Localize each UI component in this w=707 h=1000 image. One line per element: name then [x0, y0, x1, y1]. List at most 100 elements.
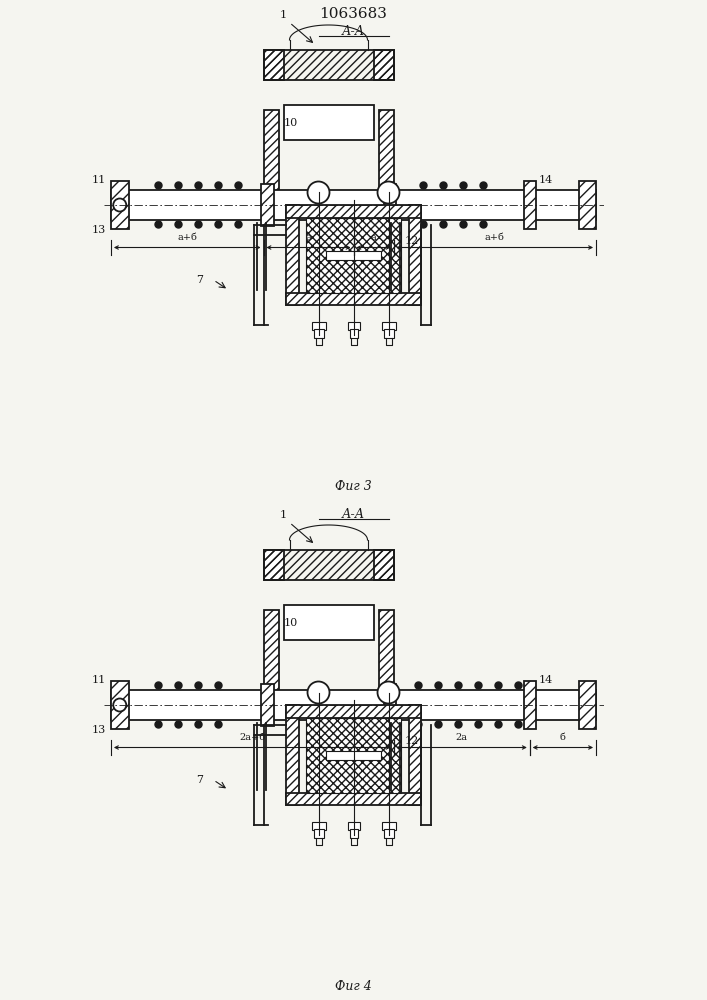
Circle shape	[460, 182, 467, 189]
Text: 11: 11	[92, 675, 106, 685]
Bar	[373, 50, 394, 80]
Circle shape	[435, 682, 442, 689]
Text: 10: 10	[284, 617, 298, 628]
Text: 13: 13	[92, 225, 106, 235]
Bar	[348, 822, 359, 830]
Bar	[286, 705, 421, 717]
Bar	[286, 792, 421, 805]
Bar	[264, 50, 394, 80]
Bar	[373, 50, 394, 80]
Text: Фиг 4: Фиг 4	[335, 980, 372, 992]
Bar	[264, 50, 394, 80]
Text: 2a: 2a	[455, 732, 467, 742]
Bar	[349, 829, 358, 838]
Bar	[264, 550, 394, 580]
Bar	[286, 292, 421, 305]
Text: 2a+б: 2a+б	[239, 732, 265, 742]
Circle shape	[480, 182, 487, 189]
Bar	[306, 717, 401, 792]
Circle shape	[195, 682, 202, 689]
Circle shape	[155, 682, 162, 689]
Bar	[286, 205, 298, 305]
Bar	[312, 822, 325, 830]
Bar	[264, 110, 279, 195]
Circle shape	[455, 721, 462, 728]
Circle shape	[415, 682, 422, 689]
Bar	[111, 690, 596, 720]
Bar	[383, 829, 394, 838]
Bar	[409, 705, 421, 805]
Bar	[409, 205, 421, 305]
Bar	[111, 681, 129, 729]
Circle shape	[435, 721, 442, 728]
Bar	[378, 110, 394, 195]
Circle shape	[495, 682, 502, 689]
Circle shape	[415, 721, 422, 728]
Bar	[383, 184, 396, 226]
Bar	[578, 181, 596, 229]
Circle shape	[113, 698, 127, 711]
Text: А-А: А-А	[342, 508, 365, 520]
Circle shape	[195, 182, 202, 189]
Circle shape	[378, 682, 399, 704]
Bar	[261, 684, 274, 726]
Text: 7: 7	[197, 275, 204, 285]
Text: 11: 11	[92, 175, 106, 185]
Circle shape	[455, 682, 462, 689]
Bar	[286, 205, 421, 218]
Bar	[523, 181, 536, 229]
Circle shape	[215, 721, 222, 728]
Bar	[382, 822, 395, 830]
Text: a: a	[370, 232, 376, 241]
Circle shape	[113, 198, 127, 212]
Bar	[264, 50, 284, 80]
Text: 1: 1	[279, 510, 286, 520]
Bar	[286, 292, 421, 305]
Bar	[286, 705, 298, 805]
Circle shape	[378, 182, 399, 204]
Bar	[523, 681, 536, 729]
Text: a+б: a+б	[177, 232, 197, 241]
Text: А-А: А-А	[342, 25, 365, 38]
Circle shape	[420, 221, 427, 228]
Circle shape	[440, 182, 447, 189]
Text: 7: 7	[197, 775, 204, 785]
Circle shape	[515, 682, 522, 689]
Bar	[286, 705, 421, 717]
Bar	[261, 684, 274, 726]
Text: 14: 14	[539, 175, 553, 185]
Text: 10: 10	[284, 117, 298, 127]
Bar	[261, 184, 274, 226]
Circle shape	[215, 682, 222, 689]
Circle shape	[420, 182, 427, 189]
Bar	[286, 205, 421, 218]
Bar	[523, 181, 536, 229]
Bar	[286, 205, 298, 305]
Bar	[286, 705, 298, 805]
Text: 12: 12	[405, 736, 419, 746]
Circle shape	[175, 221, 182, 228]
Circle shape	[515, 721, 522, 728]
Bar	[383, 184, 396, 226]
Text: б: б	[560, 732, 566, 742]
Circle shape	[495, 721, 502, 728]
Bar	[326, 250, 381, 259]
Circle shape	[155, 182, 162, 189]
Bar	[383, 684, 396, 726]
Circle shape	[175, 182, 182, 189]
Bar	[111, 681, 129, 729]
Bar	[378, 110, 394, 195]
Bar	[313, 829, 324, 838]
Bar	[312, 322, 325, 330]
Bar	[264, 550, 394, 580]
Text: a+б: a+б	[485, 232, 505, 241]
Bar	[306, 218, 401, 292]
Bar	[264, 550, 284, 580]
Circle shape	[175, 682, 182, 689]
Bar	[111, 181, 129, 229]
Circle shape	[475, 721, 482, 728]
Bar	[578, 681, 596, 729]
Bar	[111, 190, 596, 220]
Bar	[409, 205, 421, 305]
Bar	[264, 610, 279, 695]
